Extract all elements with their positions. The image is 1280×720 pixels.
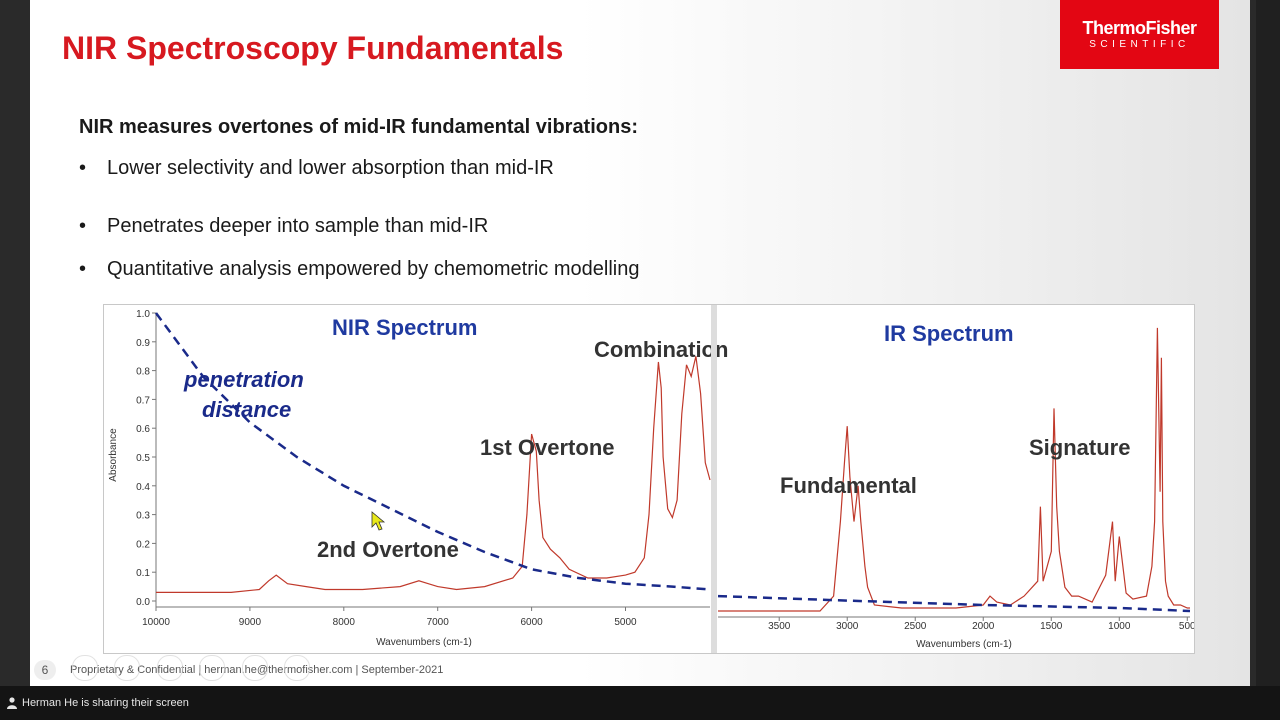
x-tick-label: 2500 [904,621,927,632]
spectra-chart-svg: 0.0 0.1 0.2 0.3 0.4 0.5 0.6 0.7 0.8 0.9 1.0 Absorba… [108,305,1194,653]
x-tick-label: 2000 [972,621,995,632]
spectrum-line [718,327,1190,612]
x-axis-label: Wavenumbers (cm-1) [916,639,1012,650]
screen-share-status-bar: Herman He is sharing their screen [0,686,1280,720]
y-tick-label: 0.2 [136,539,150,550]
chart-title: IR Spectrum [884,321,1014,346]
window-edge [1256,0,1280,686]
x-tick-label: 3000 [836,621,859,632]
x-tick-label: 10000 [142,617,170,628]
view-slides-icon[interactable] [199,655,226,681]
x-axis-label: Wavenumbers (cm-1) [376,637,472,648]
bullet-text: Lower selectivity and lower absorption t… [107,157,554,179]
chart-annotation: Fundamental [780,473,917,498]
x-tick-label: 5000 [614,617,637,628]
x-tick-label: 6000 [520,617,543,628]
y-axis-label: Absorbance [108,428,119,482]
slide-page-number: 6 [34,660,56,680]
chart-annotation: distance [202,397,291,422]
y-tick-label: 0.7 [136,395,150,406]
bullet-text: Quantitative analysis empowered by chemo… [107,258,640,280]
presentation-slide: NIR Spectroscopy Fundamentals ThermoFish… [30,0,1250,686]
bullet-item: • Quantitative analysis empowered by chem… [79,258,640,280]
slide-title: NIR Spectroscopy Fundamentals [62,30,564,66]
bullet-item: • Lower selectivity and lower absorption … [79,157,554,179]
chart-annotation: Combination [594,337,728,362]
y-tick-label: 0.3 [136,511,150,522]
presenter-controls [72,655,322,686]
bullet-text: Penetrates deeper into sample than mid-I… [107,215,489,237]
logo-wordmark: ThermoFisher [1082,18,1197,38]
shared-screen-frame: NIR Spectroscopy Fundamentals ThermoFish… [0,0,1280,686]
y-tick-label: 1.0 [136,309,150,320]
chart-annotation: 1st Overtone [480,435,615,460]
previous-slide-icon[interactable] [72,655,98,681]
bullet-item: • Penetrates deeper into sample than mid-… [79,215,489,237]
next-slide-icon[interactable] [114,655,141,681]
spectrum-line [156,356,711,593]
y-tick-label: 0.4 [136,482,150,493]
y-tick-label: 0.5 [136,453,150,464]
logo-subtitle: SCIENTIFIC [1089,39,1190,50]
person-icon [7,697,17,709]
chart-annotation: 2nd Overtone [317,537,459,562]
y-tick-label: 0.6 [136,424,150,435]
x-tick-label: 7000 [427,617,450,628]
more-options-icon[interactable] [284,655,311,681]
chart-annotation: Signature [1029,435,1130,460]
y-tick-label: 0.9 [136,338,150,349]
y-tick-label: 0.1 [136,568,150,579]
x-tick-label: 9000 [239,617,262,628]
sharing-status-text: Herman He is sharing their screen [22,697,189,709]
chart-annotation: penetration [183,367,304,392]
spectra-chart: 0.0 0.1 0.2 0.3 0.4 0.5 0.6 0.7 0.8 0.9 1.0 Absorba… [103,304,1195,654]
x-tick-label: 500 [1179,621,1194,632]
penetration-curve-line [717,594,1191,613]
chart-title: NIR Spectrum [332,315,477,340]
penetration-curve-line [154,312,711,591]
y-tick-label: 0.8 [136,367,150,378]
x-tick-label: 3500 [768,621,791,632]
y-tick-label: 0.0 [136,597,150,608]
thermo-fisher-logo: ThermoFisher SCIENTIFIC [1060,0,1219,69]
x-tick-label: 8000 [333,617,356,628]
x-tick-label: 1000 [1108,621,1131,632]
zoom-icon[interactable] [241,655,268,681]
x-tick-label: 1500 [1040,621,1063,632]
mouse-cursor-icon [371,511,386,531]
slide-lead-text: NIR measures overtones of mid-IR fundame… [79,116,638,138]
pen-tool-icon[interactable] [156,655,183,681]
